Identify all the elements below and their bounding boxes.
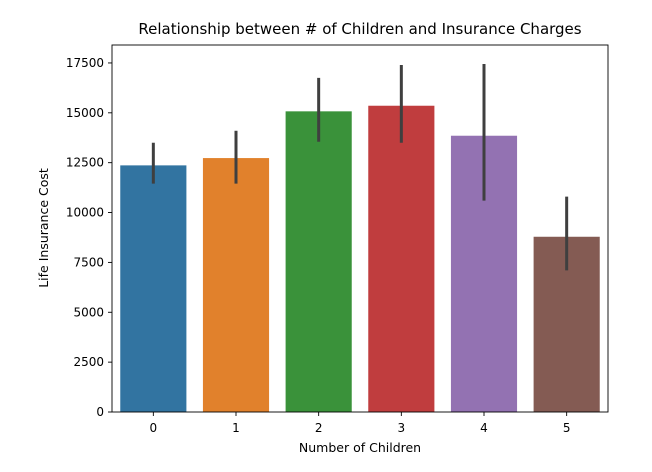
x-tick-label-5: 5 xyxy=(563,421,571,435)
y-tick-label-7500: 7500 xyxy=(73,255,104,269)
bar-1 xyxy=(202,158,270,412)
y-axis: 0 2500 5000 7500 10000 12500 15000 17500 xyxy=(66,56,112,419)
bars-group xyxy=(120,105,600,413)
x-tick-label-1: 1 xyxy=(232,421,240,435)
chart-title: Relationship between # of Children and I… xyxy=(138,20,581,38)
plot-frame xyxy=(111,44,609,413)
x-axis: 0 1 2 3 4 5 xyxy=(150,412,571,435)
y-tick-label-5000: 5000 xyxy=(73,305,104,319)
x-tick-label-4: 4 xyxy=(480,421,488,435)
y-axis-label: Life Insurance Cost xyxy=(36,168,51,288)
x-tick-label-2: 2 xyxy=(315,421,323,435)
bar-0 xyxy=(120,165,187,412)
y-tick-label-15000: 15000 xyxy=(66,106,104,120)
x-tick-label-0: 0 xyxy=(150,421,158,435)
y-tick-label-12500: 12500 xyxy=(66,156,104,170)
x-axis-label: Number of Children xyxy=(299,440,421,455)
y-tick-label-2500: 2500 xyxy=(73,355,104,369)
y-tick-label-10000: 10000 xyxy=(66,206,104,220)
y-tick-label-0: 0 xyxy=(96,405,104,419)
bar-2 xyxy=(285,111,352,413)
bar-3 xyxy=(368,105,435,413)
error-bars-group xyxy=(151,63,569,271)
x-tick-label-3: 3 xyxy=(398,421,406,435)
y-tick-label-17500: 17500 xyxy=(66,56,104,70)
